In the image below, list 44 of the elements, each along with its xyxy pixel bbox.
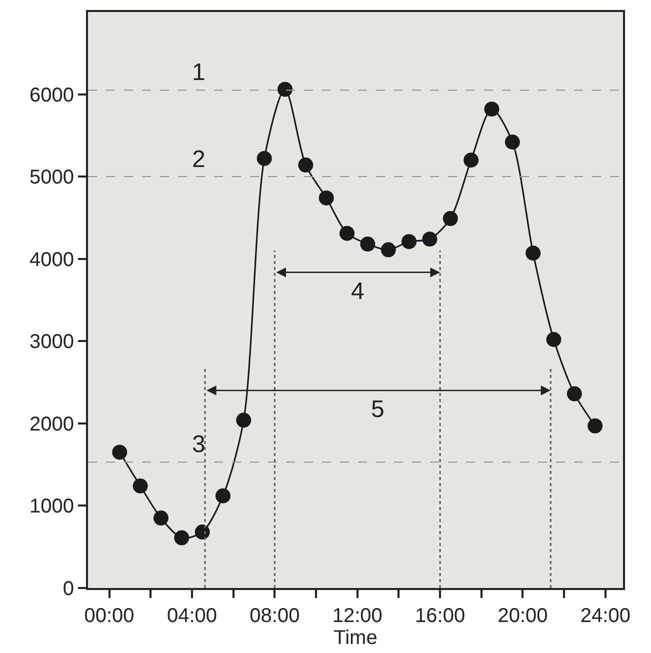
x-tick-label: 20:00 bbox=[498, 605, 548, 627]
annotation: 3 bbox=[192, 431, 206, 458]
annotation: 5 bbox=[371, 396, 384, 423]
x-tick-label: 12:00 bbox=[332, 605, 382, 627]
annotation: 1 bbox=[192, 59, 206, 86]
point bbox=[194, 524, 210, 540]
point bbox=[340, 226, 355, 241]
y-tick-label: 5000 bbox=[30, 166, 74, 189]
point bbox=[153, 510, 168, 526]
point bbox=[422, 232, 438, 247]
point bbox=[442, 211, 458, 226]
point bbox=[464, 152, 479, 168]
y-tick-label: 2000 bbox=[30, 413, 74, 436]
point bbox=[132, 478, 148, 494]
point bbox=[174, 530, 190, 546]
y-tick-label: 4000 bbox=[30, 248, 74, 271]
point bbox=[566, 386, 582, 402]
point bbox=[215, 488, 230, 504]
y-tick-label: 0 bbox=[62, 578, 74, 600]
point bbox=[360, 236, 376, 252]
point bbox=[484, 102, 500, 117]
point bbox=[236, 412, 252, 428]
point bbox=[112, 444, 128, 460]
point bbox=[588, 418, 603, 434]
y-tick-label: 6000 bbox=[30, 84, 74, 106]
point bbox=[318, 190, 334, 206]
point bbox=[256, 150, 272, 166]
point bbox=[526, 246, 541, 261]
x-tick-label: 04:00 bbox=[166, 605, 218, 627]
point bbox=[546, 332, 562, 347]
x-axis-title: Time bbox=[334, 627, 378, 649]
annotation: 4 bbox=[351, 278, 364, 305]
y-tick-label: 1000 bbox=[30, 496, 74, 518]
y-tick-label: 3000 bbox=[30, 331, 74, 354]
x-tick-label: 08:00 bbox=[250, 605, 300, 627]
point bbox=[402, 234, 417, 250]
annotation: 2 bbox=[192, 146, 206, 173]
point bbox=[504, 134, 520, 150]
point bbox=[380, 242, 396, 258]
x-tick-label: 24:00 bbox=[580, 605, 630, 627]
point bbox=[298, 158, 314, 173]
x-tick-label: 16:00 bbox=[415, 605, 466, 627]
point bbox=[278, 82, 293, 97]
x-tick-label: 00:00 bbox=[84, 605, 134, 627]
